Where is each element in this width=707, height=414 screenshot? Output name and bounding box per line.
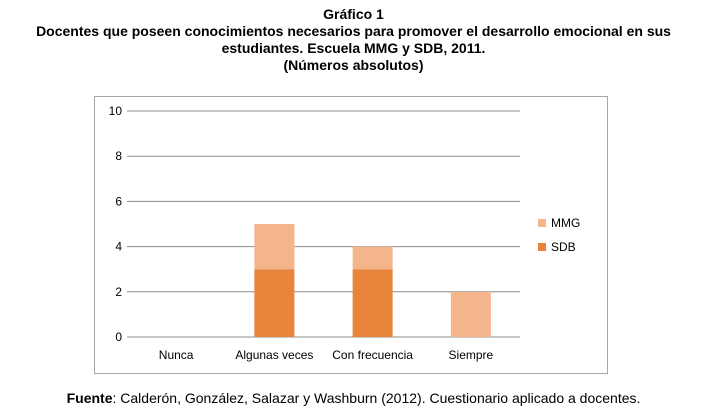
x-tick-label: Algunas veces xyxy=(235,348,313,362)
source-text: : Calderón, González, Salazar y Washburn… xyxy=(112,390,641,406)
y-tick-label: 10 xyxy=(109,104,123,118)
bar-sdb-2 xyxy=(352,269,393,337)
chart-title: Gráfico 1 Docentes que poseen conocimien… xyxy=(0,6,707,74)
bar-sdb-1 xyxy=(254,269,295,337)
title-line-2: Docentes que poseen conocimientos necesa… xyxy=(36,23,671,39)
x-tick-label: Nunca xyxy=(159,348,194,362)
x-tick-label: Con frecuencia xyxy=(332,348,413,362)
y-tick-label: 2 xyxy=(115,285,122,299)
legend-swatch-sdb xyxy=(538,243,546,251)
y-tick-label: 0 xyxy=(115,330,122,344)
bar-mmg-2 xyxy=(352,246,393,270)
source-note: Fuente: Calderón, González, Salazar y Wa… xyxy=(0,390,707,406)
legend-label-mmg: MMG xyxy=(551,216,580,230)
y-tick-label: 6 xyxy=(115,194,122,208)
source-label: Fuente xyxy=(66,390,113,406)
bar-mmg-1 xyxy=(254,224,295,270)
title-line-3: estudiantes. Escuela MMG y SDB, 2011. xyxy=(221,40,486,56)
y-tick-label: 8 xyxy=(115,149,122,163)
bar-mmg-3 xyxy=(450,291,491,337)
bar-chart: 0 2 4 6 8 10 Nunca Algunas veces Con frecuencia S… xyxy=(109,104,581,362)
title-line-1: Gráfico 1 xyxy=(323,6,384,22)
legend-label-sdb: SDB xyxy=(551,240,576,254)
title-line-4: (Números absolutos) xyxy=(283,57,424,73)
x-tick-label: Siempre xyxy=(449,348,494,362)
legend-swatch-mmg xyxy=(538,219,546,227)
chart-frame: 0 2 4 6 8 10 Nunca Algunas veces Con frecuencia S… xyxy=(94,96,608,374)
y-tick-label: 4 xyxy=(115,240,122,254)
